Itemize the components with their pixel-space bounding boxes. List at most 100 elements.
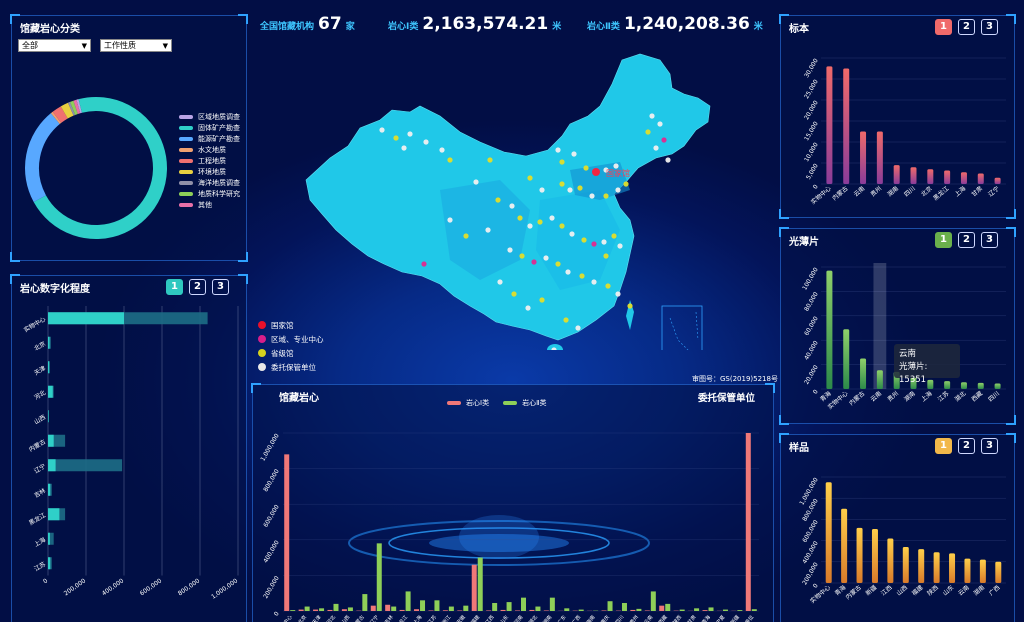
- bar: [751, 609, 757, 611]
- map-marker: [563, 317, 569, 323]
- tab-1[interactable]: 1: [935, 232, 952, 248]
- bar: [48, 434, 54, 447]
- tick-label: 400,000: [262, 539, 281, 564]
- tab-1[interactable]: 1: [935, 19, 952, 35]
- legend-series-1[interactable]: 岩心Ⅰ类: [447, 398, 489, 408]
- category-label: 广东: [556, 614, 568, 622]
- select-value: 全部: [22, 41, 38, 50]
- category-label: 湖南: [972, 583, 986, 597]
- category-label: 新疆: [729, 614, 741, 622]
- map-marker: [527, 175, 533, 181]
- bar: [48, 532, 54, 545]
- bar: [535, 606, 541, 611]
- platform-glow: [388, 527, 610, 559]
- legend-item[interactable]: 其他: [179, 200, 240, 210]
- stat-core-class1: 岩心Ⅰ类 2,163,574.21 米: [388, 14, 561, 34]
- category-label: 内蒙古: [27, 438, 47, 454]
- tab-1[interactable]: 1: [166, 279, 183, 295]
- bar: [463, 605, 469, 611]
- tab-1[interactable]: 1: [935, 438, 952, 454]
- tick-label: 0: [42, 577, 49, 585]
- tab-3[interactable]: 3: [981, 232, 998, 248]
- tab-3[interactable]: 3: [212, 279, 229, 295]
- tick-label: 600,000: [801, 519, 820, 544]
- map-marker: [613, 163, 619, 169]
- bar: [564, 608, 570, 611]
- legend-label: 海洋地质调查: [198, 179, 240, 187]
- legend-item[interactable]: 能源矿产勘查: [179, 134, 240, 144]
- bar: [910, 167, 917, 184]
- specimen-tabs: 1 2 3: [935, 19, 998, 35]
- map-marker: [645, 129, 651, 135]
- map-marker: [511, 291, 517, 297]
- category-label: 内蒙古: [844, 583, 863, 601]
- bar: [621, 602, 627, 611]
- legend-regional: 区域、专业中心: [258, 332, 324, 346]
- category-label: 江苏: [426, 614, 438, 622]
- category-label: 云南: [852, 184, 866, 198]
- map-marker: [447, 157, 453, 163]
- category-label: 河北: [325, 614, 337, 622]
- legend-item[interactable]: 工程地质: [179, 156, 240, 166]
- panel-title: 馆藏岩心分类: [20, 24, 80, 35]
- category-label: 甘肃: [686, 614, 698, 622]
- tab-3[interactable]: 3: [981, 19, 998, 35]
- bar: [979, 559, 986, 583]
- tab-2[interactable]: 2: [958, 19, 975, 35]
- bar: [333, 603, 339, 611]
- tab-2[interactable]: 2: [189, 279, 206, 295]
- stat-unit: 米: [552, 22, 562, 32]
- bar: [860, 131, 867, 184]
- map-marker: [517, 215, 523, 221]
- bar: [826, 270, 833, 389]
- tab-2[interactable]: 2: [958, 232, 975, 248]
- bar: [529, 609, 535, 611]
- donut-slice: [25, 113, 60, 203]
- donut-slice: [67, 101, 76, 116]
- legend-item[interactable]: 海洋地质调查: [179, 178, 240, 188]
- bar: [391, 606, 397, 611]
- bar: [298, 609, 304, 611]
- scope-select[interactable]: 全部 ▼: [18, 39, 91, 52]
- tooltip-title: 云南: [899, 349, 917, 359]
- legend-series-2[interactable]: 岩心Ⅱ类: [503, 398, 547, 408]
- bar: [994, 177, 1001, 184]
- holdings-legend: 岩心Ⅰ类 岩心Ⅱ类: [447, 398, 547, 408]
- tick-label: 60,000: [803, 315, 820, 337]
- map-marker: [653, 145, 659, 151]
- map-marker: [649, 113, 655, 119]
- legend-label: 水文地质: [198, 146, 226, 154]
- tick-label: 800,000: [177, 577, 201, 597]
- bar: [650, 591, 656, 611]
- legend-swatch-icon: [179, 192, 193, 196]
- category-label: 山东: [941, 583, 955, 597]
- legend-swatch-icon: [179, 181, 193, 185]
- category-label: 天津: [311, 614, 323, 622]
- map-marker: [509, 203, 515, 209]
- tick-label: 20,000: [803, 364, 820, 386]
- bar: [902, 546, 909, 583]
- donut-slice: [52, 106, 68, 123]
- legend-item[interactable]: 环境地质: [179, 167, 240, 177]
- legend-item[interactable]: 地质科学研究: [179, 189, 240, 199]
- tab-2[interactable]: 2: [958, 438, 975, 454]
- tab-3[interactable]: 3: [981, 438, 998, 454]
- legend-item[interactable]: 固体矿产勘查: [179, 123, 240, 133]
- map-marker: [605, 283, 611, 289]
- bar: [960, 172, 967, 184]
- bar: [48, 459, 56, 472]
- donut-slice: [70, 100, 78, 115]
- tooltip-value: 光薄片: 15351: [899, 362, 928, 385]
- map-marker: [539, 187, 545, 193]
- category-label: 辽宁: [33, 462, 47, 475]
- bar: [362, 594, 368, 611]
- bar: [843, 329, 850, 389]
- legend-swatch-icon: [179, 159, 193, 163]
- category-label: 四川: [614, 614, 625, 622]
- work-type-select[interactable]: 工作性质 ▼: [100, 39, 172, 52]
- legend-label: 工程地质: [198, 157, 226, 165]
- legend-item[interactable]: 区域地质调查: [179, 112, 240, 122]
- map-marker: [579, 273, 585, 279]
- category-label: 上海: [412, 614, 424, 622]
- legend-item[interactable]: 水文地质: [179, 145, 240, 155]
